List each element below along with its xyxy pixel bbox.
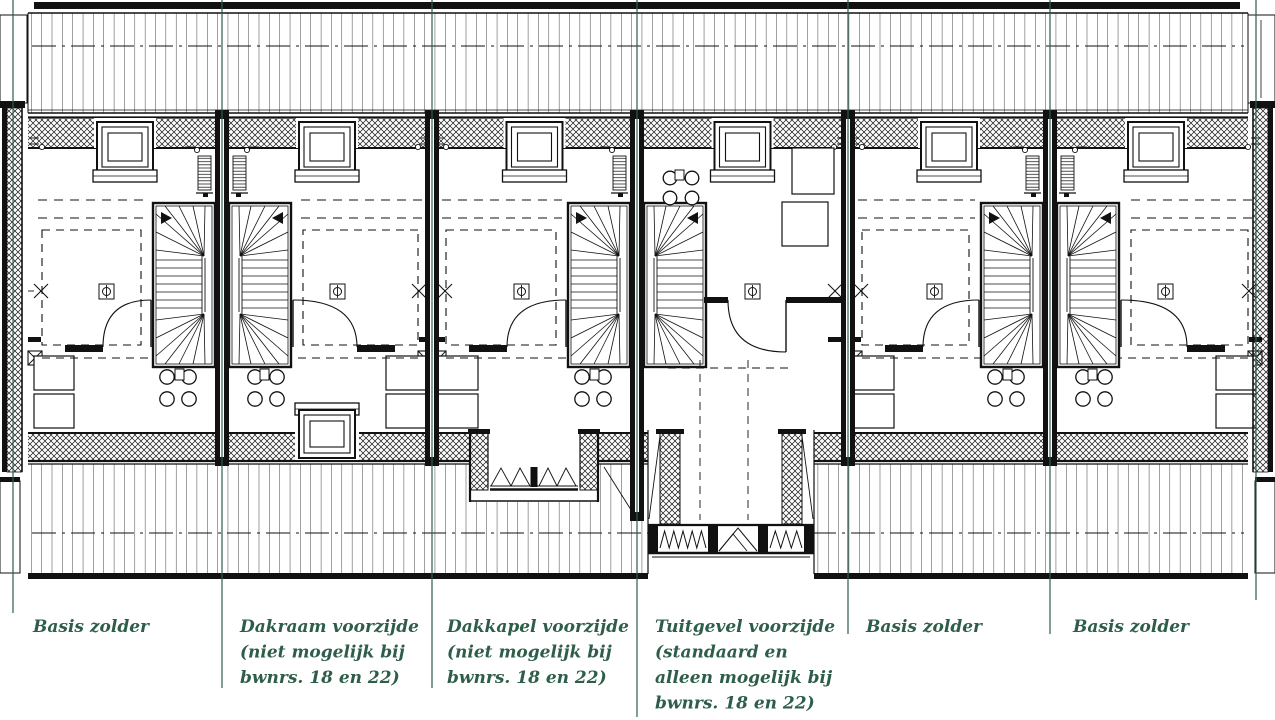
unit-3 (431, 118, 632, 429)
unit-4 (642, 118, 848, 369)
front-eave-line (28, 573, 1248, 579)
legend-label-5: Basis zolder (865, 617, 983, 637)
unit-1 (27, 118, 217, 429)
gable-end-walls (2, 107, 1273, 473)
legend-label-4: Tuitgevel voorzijde (standaard en alleen m… (655, 617, 835, 714)
legend-label-2: Dakraam voorzijde (niet mogelijk bij bwnrs… (239, 617, 419, 688)
unit-2 (227, 118, 433, 460)
legend-label-6: Basis zolder (1072, 617, 1190, 637)
legend-label-3: Dakkapel voorzijde (niet mogelijk bij bwnr… (446, 617, 629, 688)
unit-divider-lines (12, 0, 1257, 717)
dakkapel-dormer (468, 429, 634, 514)
legend: Basis zolder Dakraam voorzijde (niet mogel… (32, 617, 1190, 714)
unit-6 (1055, 118, 1263, 429)
unit-5 (847, 118, 1045, 429)
legend-label-1: Basis zolder (32, 617, 150, 637)
tuitgevel-gable (647, 360, 815, 575)
